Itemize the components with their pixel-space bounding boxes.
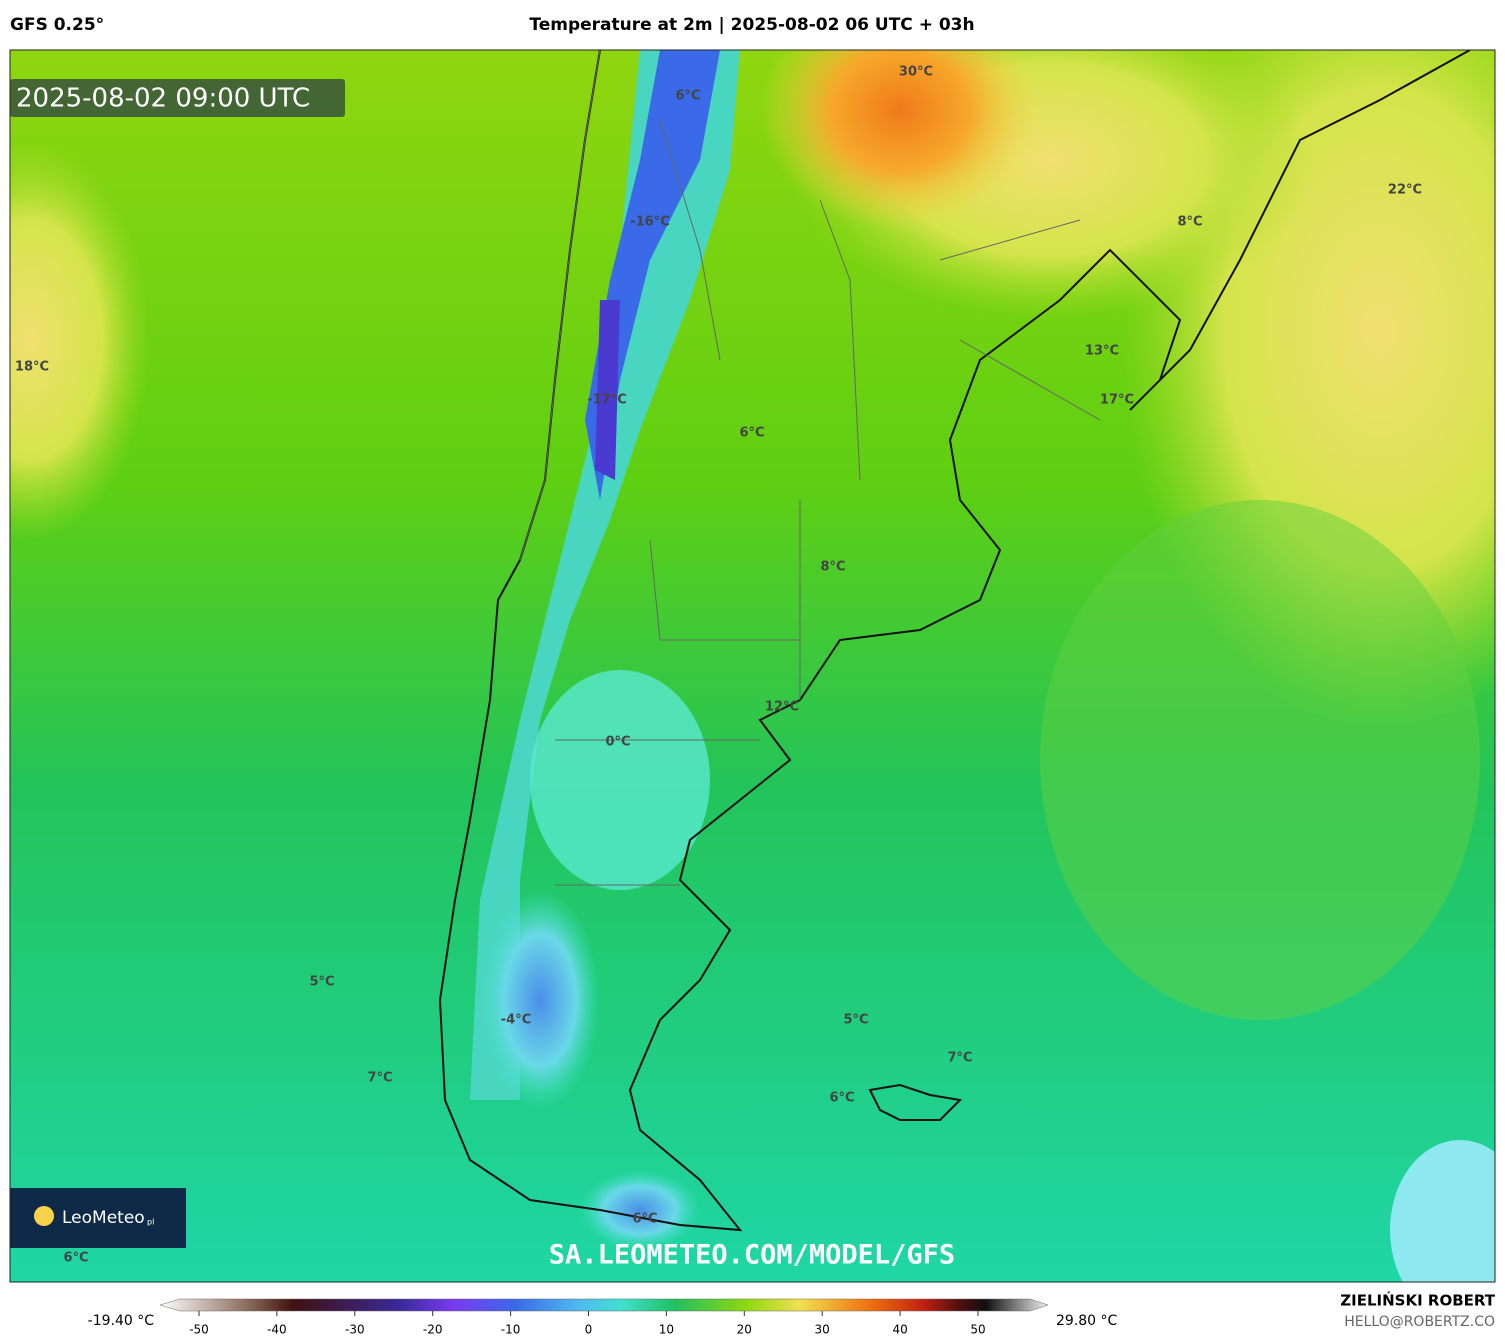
colorbar-tick-label: -20 — [423, 1323, 443, 1337]
temperature-label: 8°C — [820, 560, 845, 575]
temperature-label: -4°C — [501, 1013, 531, 1028]
colorbar-tick-label: 40 — [892, 1323, 907, 1337]
valid-time: 2025-08-02 09:00 UTC — [16, 84, 310, 114]
colorbar-tick-label: -50 — [189, 1323, 209, 1337]
temperature-label: 22°C — [1388, 183, 1422, 198]
temperature-label: 13°C — [1085, 344, 1119, 359]
colorbar-tick-label: -40 — [267, 1323, 287, 1337]
temperature-label: 7°C — [947, 1051, 972, 1066]
temperature-label: 7°C — [367, 1071, 392, 1086]
colorbar-min: -19.40 °C — [88, 1313, 155, 1329]
model-name: GFS 0.25° — [10, 15, 104, 35]
colorbar-tick-label: 30 — [815, 1323, 830, 1337]
logo: LeoMeteo — [62, 1208, 145, 1228]
temperature-label: 6°C — [675, 89, 700, 104]
temperature-label: 6°C — [829, 1091, 854, 1106]
colorbar-max: 29.80 °C — [1056, 1313, 1118, 1329]
temperature-label: -16°C — [630, 215, 670, 230]
email: HELLO@ROBERTZ.CO — [1344, 1314, 1495, 1330]
temperature-label: 18°C — [15, 360, 49, 375]
temperature-label: 6°C — [63, 1251, 88, 1266]
temperature-label: 5°C — [843, 1013, 868, 1028]
temperature-label: 17°C — [1100, 393, 1134, 408]
logo-suffix: pl — [147, 1218, 154, 1227]
temperature-label: 5°C — [309, 975, 334, 990]
temperature-label: 6°C — [739, 426, 764, 441]
colorbar-tick-label: 20 — [737, 1323, 752, 1337]
temperature-label: 12°C — [765, 700, 799, 715]
colorbar-tick-label: 10 — [659, 1323, 674, 1337]
temperature-label: 0°C — [605, 735, 630, 750]
temperature-label: 30°C — [899, 65, 933, 80]
colorbar-tick-label: -10 — [501, 1323, 521, 1337]
colorbar-tick-label: 50 — [970, 1323, 985, 1337]
watermark: SA.LEOMETEO.COM/MODEL/GFS — [549, 1240, 955, 1271]
colorbar: -19.40 °C 29.80 °C -50 -40 -30 -20 -10 0 10 20 3… — [88, 1298, 1118, 1337]
colorbar-tick-label: -30 — [345, 1323, 365, 1337]
title: Temperature at 2m | 2025-08-02 06 UTC + … — [529, 15, 974, 35]
temperature-label: 8°C — [1177, 215, 1202, 230]
temperature-label: 6°C — [632, 1212, 657, 1227]
temperature-label: -17°C — [587, 393, 627, 408]
author: ZIELIŃSKI ROBERT — [1340, 1291, 1495, 1310]
colorbar-tick-label: 0 — [585, 1323, 593, 1337]
